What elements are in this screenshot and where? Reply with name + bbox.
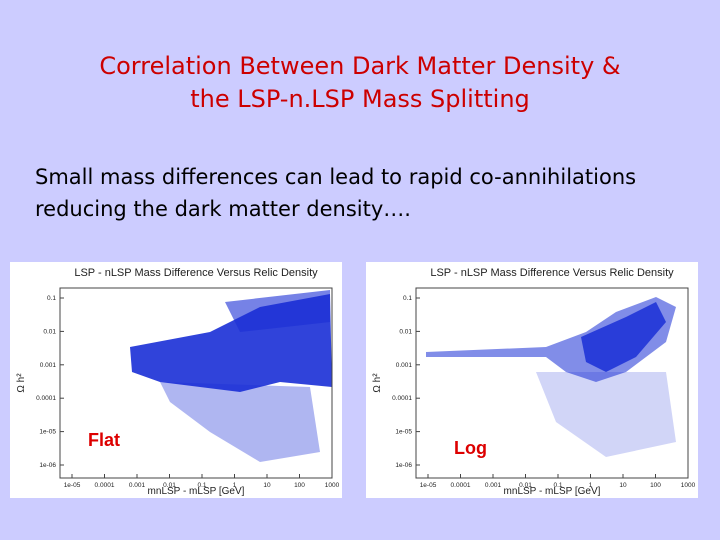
y-tick-label: 0.1 [403,295,412,302]
title: Correlation Between Dark Matter Density … [99,52,621,80]
x-tick-label: 0.01 [519,482,532,489]
y-tick-label: 0.001 [396,362,413,369]
y-tick-label: 0.0001 [392,395,412,402]
y-tick-label: 0.01 [43,328,56,335]
x-tick-label: 0.001 [485,482,502,489]
y-axis-label: Ω h² [372,373,383,393]
x-axis-label: mnLSP - mLSP [GeV] [504,486,601,497]
x-tick-label: 1e-05 [64,482,81,489]
y-tick-label: 1e-05 [39,429,56,436]
y-tick-label: 0.1 [47,295,56,302]
x-tick-label: 10 [263,482,271,489]
x-tick-label: 0.001 [129,482,146,489]
x-tick-label: 1e-05 [420,482,437,489]
x-tick-label: 1 [233,482,237,489]
caption: Log [454,438,487,458]
x-tick-label: 100 [650,482,661,489]
caption: Flat [88,430,120,450]
plot-title: LSP - nLSP Mass Difference Versus Relic … [74,267,318,279]
x-tick-label: 0.0001 [451,482,471,489]
figure: LSP - nLSP Mass Difference Versus Relic … [366,262,698,498]
x-tick-label: 1 [589,482,593,489]
title: the LSP-n.LSP Mass Splitting [190,85,530,113]
y-tick-label: 0.001 [40,362,57,369]
y-tick-label: 0.01 [399,328,412,335]
y-tick-label: 0.0001 [36,395,56,402]
y-tick-label: 1e-06 [39,462,56,469]
scatter-texture [130,290,332,462]
x-tick-label: 10 [619,482,627,489]
scatter-texture [426,297,676,457]
x-axis-label: mnLSP - mLSP [GeV] [148,486,245,497]
body-text: Small mass differences can lead to rapid… [35,165,637,189]
x-tick-label: 1000 [681,482,696,489]
y-tick-label: 1e-06 [395,462,412,469]
x-tick-label: 100 [294,482,305,489]
x-tick-label: 0.1 [553,482,562,489]
y-axis-label: Ω h² [16,373,27,393]
x-tick-label: 1000 [325,482,340,489]
body-text: reducing the dark matter density…. [35,197,411,221]
figure: LSP - nLSP Mass Difference Versus Relic … [10,262,342,498]
plot-title: LSP - nLSP Mass Difference Versus Relic … [430,267,674,279]
x-tick-label: 0.0001 [95,482,115,489]
x-tick-label: 0.01 [163,482,176,489]
plot-frame [415,287,689,479]
plot-frame [59,287,333,479]
x-tick-label: 0.1 [197,482,206,489]
y-tick-label: 1e-05 [395,429,412,436]
